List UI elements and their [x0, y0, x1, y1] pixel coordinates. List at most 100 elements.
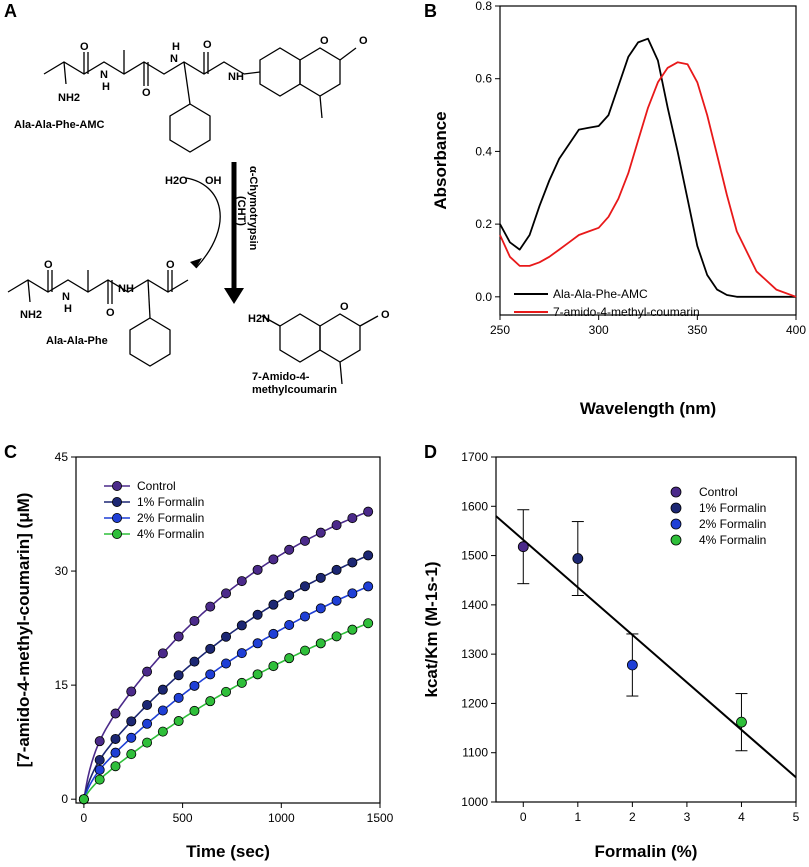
x-tick-label: 0	[81, 811, 88, 825]
series-line-0	[499, 37, 796, 298]
data-point-2	[252, 638, 263, 649]
product1-h-label-1: H	[64, 303, 72, 315]
data-point-0	[173, 631, 184, 642]
legend-swatch-0	[670, 486, 682, 498]
legend-swatch-1	[670, 502, 682, 514]
data-point-1	[221, 631, 232, 642]
product1-o-label-3: O	[166, 259, 175, 271]
enzyme-label: α-Chymotrypsin	[247, 166, 259, 251]
data-point-3	[236, 677, 247, 688]
substrate-o-label-3: O	[203, 39, 212, 51]
legend-label-1: 7-amido-4-methyl-coumarin	[553, 305, 700, 319]
y-axis-title: Absorbance	[431, 111, 450, 209]
y-tick-label: 1600	[461, 499, 488, 513]
legend-label-0: Ala-Ala-Phe-AMC	[553, 287, 648, 301]
fit-curve-3	[83, 621, 371, 800]
water-label: H2O	[165, 175, 188, 187]
data-point-2	[126, 732, 137, 743]
legend-swatch-2	[670, 518, 682, 530]
data-point-3	[221, 686, 232, 697]
legend-swatch-marker-2	[112, 513, 123, 524]
data-point-0	[236, 576, 247, 587]
x-tick-label: 250	[490, 323, 510, 337]
legend-swatch-marker-3	[112, 529, 123, 540]
product1-nh-label-2: N	[118, 283, 126, 295]
data-point-0	[363, 506, 374, 517]
plot-frame	[499, 5, 797, 316]
substrate-h-label-3: H	[236, 71, 244, 83]
data-point-1	[189, 656, 200, 667]
x-tick-label: 500	[173, 811, 193, 825]
data-point-1	[157, 684, 168, 695]
x-axis-title: Formalin (%)	[595, 842, 698, 861]
product2-keto-o: O	[381, 309, 390, 321]
data-point-0	[205, 601, 216, 612]
data-point-2	[363, 581, 374, 592]
plot-frame	[495, 456, 797, 803]
hydroxyl-label: OH	[205, 175, 222, 187]
product1-o-label-1: O	[44, 259, 53, 271]
chart-b: 250 300 350 400 0.0 0.2 0.4 0.6 0.8 Wavelength (n…	[431, 0, 806, 418]
data-point-2	[268, 628, 279, 639]
x-tick-label: 5	[793, 810, 800, 824]
data-point-3	[315, 638, 326, 649]
y-tick-label: 15	[55, 678, 69, 692]
legend-swatch-3	[670, 534, 682, 546]
substrate-h-label-1: H	[102, 81, 110, 93]
data-point-3	[126, 749, 137, 760]
data-point-0	[94, 736, 105, 747]
chart-d: 0 1 2 3 4 5 1000 1100 1200 1300 1400 1500 1600 1700 Fo…	[422, 450, 800, 861]
data-point-1	[284, 590, 295, 601]
data-point-1	[572, 553, 584, 564]
data-point-2	[315, 603, 326, 614]
y-tick-label: 0	[61, 792, 68, 806]
data-point-0	[142, 666, 153, 677]
attack-arrow	[185, 177, 221, 269]
data-point-2	[142, 718, 153, 729]
data-point-3	[299, 645, 310, 656]
panel-label-d: D	[424, 442, 437, 462]
data-point-2	[236, 648, 247, 659]
substrate-nh-label-3: N	[228, 71, 236, 83]
legend-label-3: 4% Formalin	[137, 527, 204, 541]
data-point-0	[126, 686, 137, 697]
panel-label-c: C	[4, 442, 17, 462]
data-point-1	[94, 754, 105, 765]
product2-name-line2: methylcoumarin	[252, 384, 337, 396]
data-point-2	[94, 764, 105, 775]
data-point-2	[110, 747, 121, 758]
product1-n-label-1: N	[62, 291, 70, 303]
panel-a: A NH2 N H O O N H O N	[4, 1, 390, 396]
substrate-o-label-1: O	[80, 41, 89, 53]
data-point-3	[173, 716, 184, 727]
data-point-1	[110, 733, 121, 744]
substrate-nh2-label: NH2	[58, 92, 80, 104]
data-point-0	[517, 541, 529, 553]
data-point-3	[284, 653, 295, 664]
data-point-3	[331, 631, 342, 642]
x-tick-label: 400	[786, 323, 806, 337]
legend-label-1: 1% Formalin	[699, 501, 766, 515]
data-point-1	[126, 716, 137, 727]
y-tick-label: 1000	[461, 795, 488, 809]
substrate-o-label-2: O	[142, 87, 151, 99]
data-point-0	[157, 648, 168, 659]
data-point-2	[157, 705, 168, 716]
data-point-3	[252, 669, 263, 680]
legend-label-2: 2% Formalin	[699, 517, 766, 531]
product2-ring-o: O	[340, 301, 349, 313]
data-point-3	[363, 618, 374, 629]
data-point-2	[221, 658, 232, 669]
data-point-1	[205, 643, 216, 654]
substrate-h-label-2: H	[172, 41, 180, 53]
product1-o-label-2: O	[106, 307, 115, 319]
x-tick-label: 300	[589, 323, 609, 337]
x-tick-label: 1000	[268, 811, 295, 825]
data-point-1	[173, 670, 184, 681]
y-tick-label: 30	[55, 564, 69, 578]
data-point-3	[94, 774, 105, 785]
product2-structure: H2N O O	[248, 301, 390, 385]
y-tick-label: 1200	[461, 696, 488, 710]
x-tick-label: 1500	[367, 811, 394, 825]
